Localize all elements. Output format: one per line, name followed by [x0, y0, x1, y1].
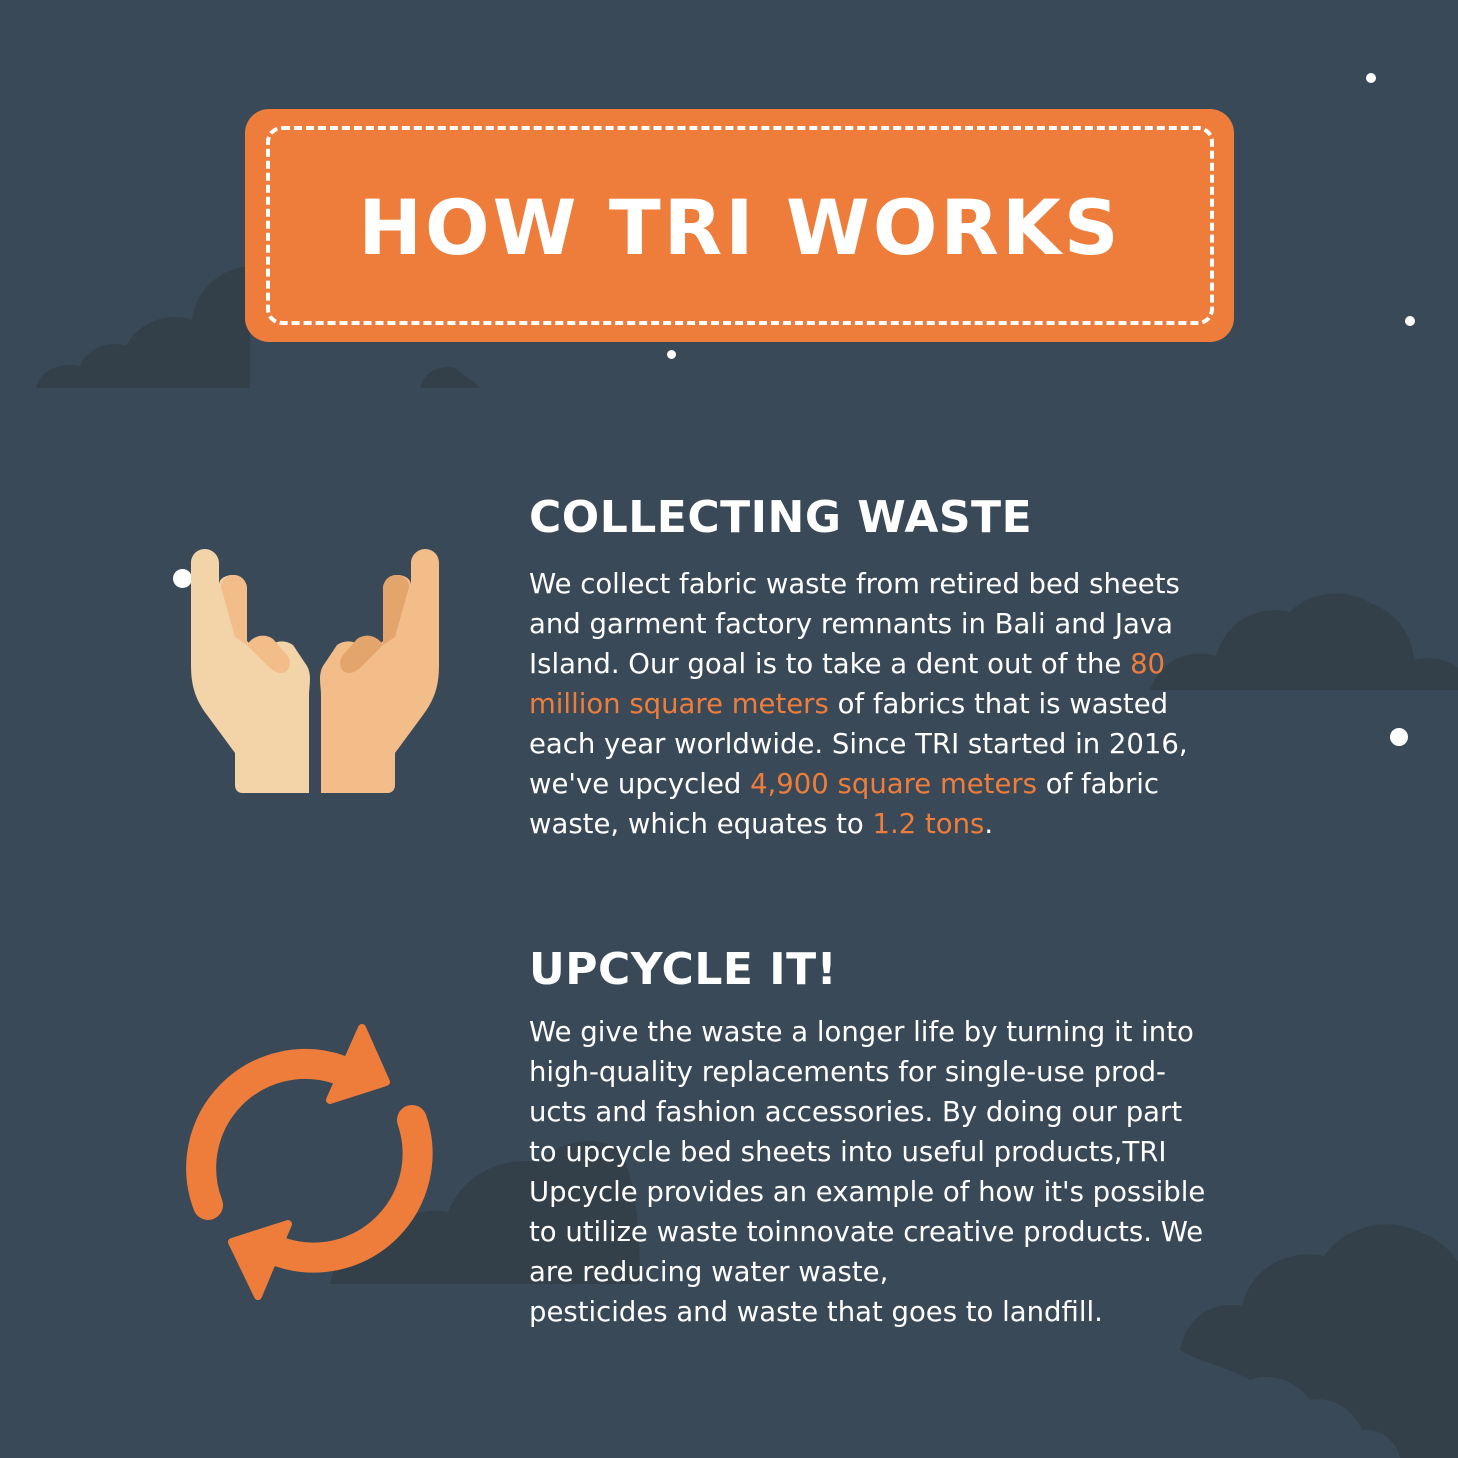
star-dot [1390, 728, 1408, 746]
body-text: high-quality replacements for single-use… [529, 1056, 1166, 1088]
body-line: high-quality replacements for single-use… [529, 1052, 1349, 1092]
body-line: We give the waste a longer life by turni… [529, 1012, 1349, 1052]
cloud-right-middle [1150, 593, 1458, 690]
body-text: We give the waste a longer life by turni… [529, 1016, 1194, 1048]
body-text: . [984, 808, 994, 840]
body-text: Island. Our goal is to take a dent out o… [529, 648, 1131, 680]
body-line: Island. Our goal is to take a dent out o… [529, 644, 1349, 684]
highlighted-stat: 1.2 tons [872, 808, 985, 840]
body-line: million square meters of fabrics that is… [529, 684, 1349, 724]
body-text: we've upcycled [529, 768, 751, 800]
body-line: we've upcycled 4,900 square meters of fa… [529, 764, 1349, 804]
section-collecting-waste: COLLECTING WASTE We collect fabric waste… [529, 490, 1349, 844]
body-text: to upcycle bed sheets into useful produc… [529, 1136, 1167, 1168]
body-text: each year worldwide. Since TRI started i… [529, 728, 1188, 760]
body-line: and garment factory remnants in Bali and… [529, 604, 1349, 644]
open-hands-icon [191, 549, 439, 793]
star-dot [173, 569, 192, 588]
body-text: Upcycle provides an example of how it's … [529, 1176, 1206, 1208]
star-dot [1405, 316, 1415, 326]
section-heading: UPCYCLE IT! [529, 944, 838, 995]
cloud-lower-middle [330, 1140, 640, 1284]
title-banner: HOW TRI WORKS [245, 109, 1234, 342]
body-line: Upcycle provides an example of how it's … [529, 1172, 1349, 1212]
recycle-arrows-icon [186, 1024, 433, 1300]
cloud-top-left-right [420, 366, 1234, 388]
body-text: are reducing water waste, [529, 1256, 889, 1288]
cloud-top-left [36, 266, 250, 388]
section-body: We give the waste a longer life by turni… [529, 1012, 1349, 1332]
body-line: ucts and fashion accessories. By doing o… [529, 1092, 1349, 1132]
section-heading: COLLECTING WASTE [529, 492, 1033, 543]
highlighted-stat: 4,900 square meters [750, 768, 1037, 800]
body-text: of fabric [1037, 768, 1160, 800]
body-text: and garment factory remnants in Bali and… [529, 608, 1173, 640]
section-upcycle-it: UPCYCLE IT! We give the waste a longer l… [529, 942, 1349, 1332]
body-text: of fabrics that is wasted [828, 688, 1169, 720]
body-line: are reducing water waste, [529, 1252, 1349, 1292]
highlighted-stat: 80 [1130, 648, 1166, 680]
body-text: pesticides and waste that goes to landfi… [529, 1296, 1103, 1328]
body-line: to upcycle bed sheets into useful produc… [529, 1132, 1349, 1172]
body-text: We collect fabric waste from retired bed… [529, 568, 1180, 600]
page-title: HOW TRI WORKS [358, 183, 1122, 272]
body-line: to utilize waste toinnovate creative pro… [529, 1212, 1349, 1252]
cloud-bottom-right [1180, 1224, 1458, 1458]
star-dot [667, 350, 676, 359]
title-banner-dashed-border: HOW TRI WORKS [266, 126, 1214, 325]
body-line: pesticides and waste that goes to landfi… [529, 1292, 1349, 1332]
body-text: to utilize waste toinnovate creative pro… [529, 1216, 1204, 1248]
body-line: waste, which equates to 1.2 tons. [529, 804, 1349, 844]
section-body: We collect fabric waste from retired bed… [529, 564, 1349, 844]
body-line: each year worldwide. Since TRI started i… [529, 724, 1349, 764]
body-text: ucts and fashion accessories. By doing o… [529, 1096, 1183, 1128]
body-line: We collect fabric waste from retired bed… [529, 564, 1349, 604]
star-dot [1366, 73, 1376, 83]
body-text: waste, which equates to [529, 808, 873, 840]
highlighted-stat: million square meters [529, 688, 829, 720]
